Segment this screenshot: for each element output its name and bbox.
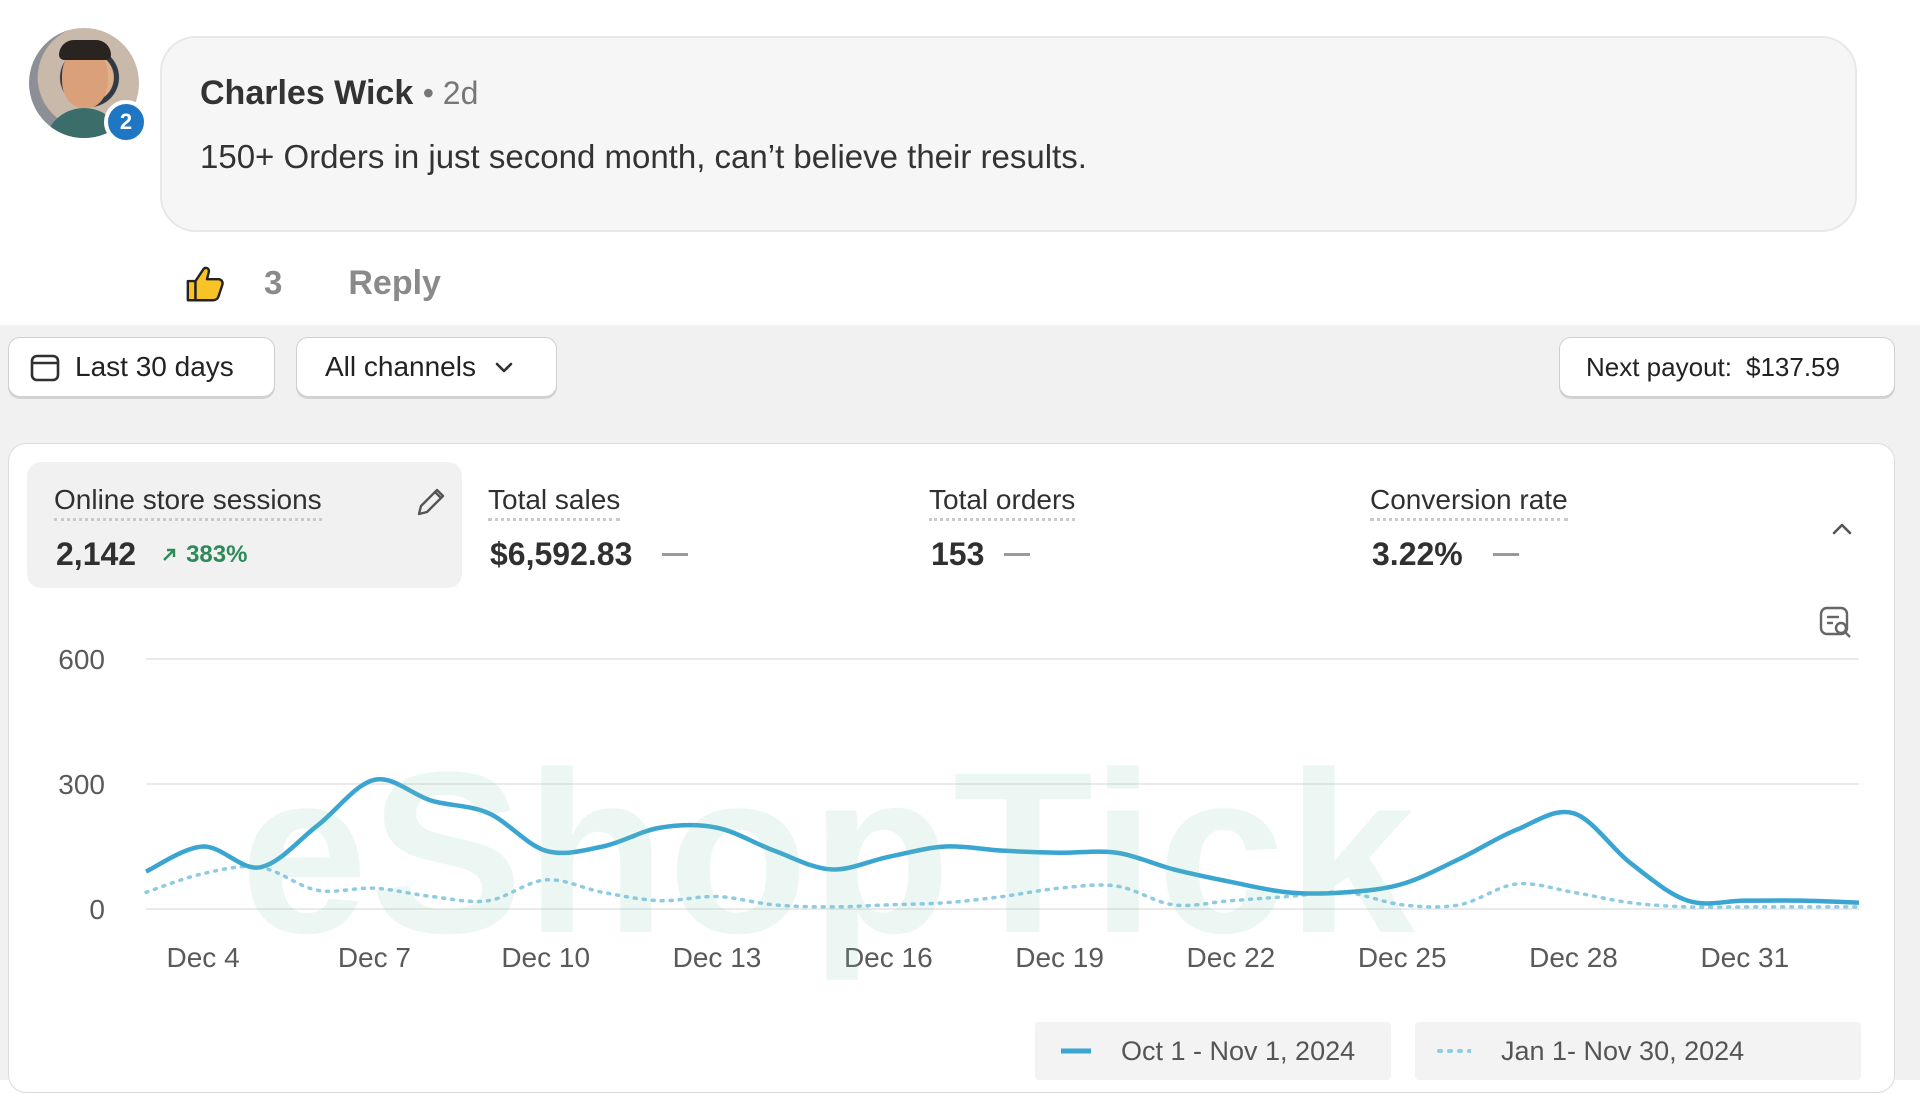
comment-author[interactable]: Charles Wick <box>200 74 414 112</box>
series-current-line <box>145 777 1860 906</box>
comment-bubble: Charles Wick • 2d 150+ Orders in just se… <box>160 36 1857 232</box>
legend-dotted-swatch <box>1437 1049 1471 1053</box>
series-comparison-line <box>144 864 1861 909</box>
payout-amount: $137.59 <box>1745 351 1840 382</box>
trend-value: 383% <box>186 540 248 568</box>
comment-actions: 3 Reply <box>184 258 441 308</box>
metric-label[interactable]: Total sales <box>488 484 621 521</box>
metric-value: 3.22% <box>1372 536 1519 573</box>
x-tick-label: Dec 19 <box>1015 942 1104 973</box>
metric-conversion-rate[interactable]: Conversion rate 3.22% <box>1343 462 1773 588</box>
no-change-dash <box>1004 553 1031 556</box>
calendar-icon <box>30 354 60 382</box>
y-tick-label: 0 <box>89 894 105 925</box>
comment-time: • 2d <box>422 75 479 111</box>
channels-label: All channels <box>325 351 476 382</box>
metric-value: 2,142 383% <box>56 536 247 573</box>
chevron-up-icon[interactable] <box>1827 514 1857 544</box>
next-payout-button[interactable]: Next payout: $137.59 <box>1559 337 1895 397</box>
metric-label[interactable]: Conversion rate <box>1370 484 1568 521</box>
comment-author-line: Charles Wick • 2d <box>200 74 478 113</box>
sessions-line-chart: 600 300 0 Dec 4 Dec 7 Dec 10 Dec 13 Dec 16 Dec 1… <box>58 644 1861 973</box>
legend-item-comparison[interactable]: Jan 1- Nov 30, 2024 <box>1415 1022 1861 1080</box>
x-tick-label: Dec 31 <box>1700 942 1789 973</box>
metric-value: $6,592.83 <box>490 536 689 573</box>
x-tick-label: Dec 7 <box>338 942 411 973</box>
metric-value: 153 <box>931 536 1031 573</box>
legend-item-current[interactable]: Oct 1 - Nov 1, 2024 <box>1035 1022 1391 1080</box>
arrow-up-right-icon <box>163 548 176 561</box>
x-tick-label: Dec 13 <box>673 942 762 973</box>
x-tick-label: Dec 22 <box>1187 942 1276 973</box>
date-range-button[interactable]: Last 30 days <box>8 337 275 397</box>
total-orders-value: 153 <box>931 536 985 572</box>
conversion-rate-value: 3.22% <box>1372 536 1463 572</box>
chevron-down-icon <box>495 362 513 373</box>
avatar-badge: 2 <box>104 100 148 144</box>
like-count: 3 <box>264 264 283 301</box>
chart-search-icon[interactable] <box>1817 604 1855 642</box>
sessions-value: 2,142 <box>56 536 137 572</box>
comment-section: 2 Charles Wick • 2d 150+ Orders in just … <box>0 0 1920 325</box>
pencil-icon[interactable] <box>413 486 447 520</box>
x-tick-label: Dec 25 <box>1358 942 1447 973</box>
metric-total-sales[interactable]: Total sales $6,592.83 <box>461 462 891 588</box>
avatar-hair <box>59 40 111 60</box>
legend-label: Jan 1- Nov 30, 2024 <box>1501 1035 1745 1066</box>
channels-dropdown[interactable]: All channels <box>296 337 557 397</box>
metric-label[interactable]: Online store sessions <box>54 484 322 521</box>
reply-button[interactable]: Reply <box>348 263 441 302</box>
y-tick-label: 300 <box>58 769 105 800</box>
thumbs-up-icon[interactable] <box>184 260 230 306</box>
x-tick-label: Dec 10 <box>501 942 590 973</box>
x-tick-label: Dec 4 <box>167 942 240 973</box>
y-tick-label: 600 <box>58 644 105 675</box>
comment-text: 150+ Orders in just second month, can’t … <box>200 138 1087 175</box>
metric-label[interactable]: Total orders <box>929 484 1076 521</box>
analytics-dashboard: Last 30 days All channels Next payout: $… <box>0 325 1920 1093</box>
date-range-label: Last 30 days <box>75 351 234 382</box>
total-sales-value: $6,592.83 <box>490 536 633 572</box>
x-tick-label: Dec 28 <box>1529 942 1618 973</box>
metric-sessions[interactable]: Online store sessions 2,142 383% <box>27 462 462 588</box>
payout-label: Next payout: <box>1586 351 1732 382</box>
analytics-card: 600 300 0 Dec 4 Dec 7 Dec 10 Dec 13 Dec 16 Dec 1… <box>8 443 1895 1093</box>
no-change-dash <box>1492 553 1519 556</box>
no-change-dash <box>662 553 689 556</box>
legend-solid-swatch <box>1061 1048 1091 1054</box>
metric-total-orders[interactable]: Total orders 153 <box>902 462 1332 588</box>
trend-badge: 383% <box>162 541 247 569</box>
legend-label: Oct 1 - Nov 1, 2024 <box>1121 1035 1356 1066</box>
x-tick-label: Dec 16 <box>844 942 933 973</box>
